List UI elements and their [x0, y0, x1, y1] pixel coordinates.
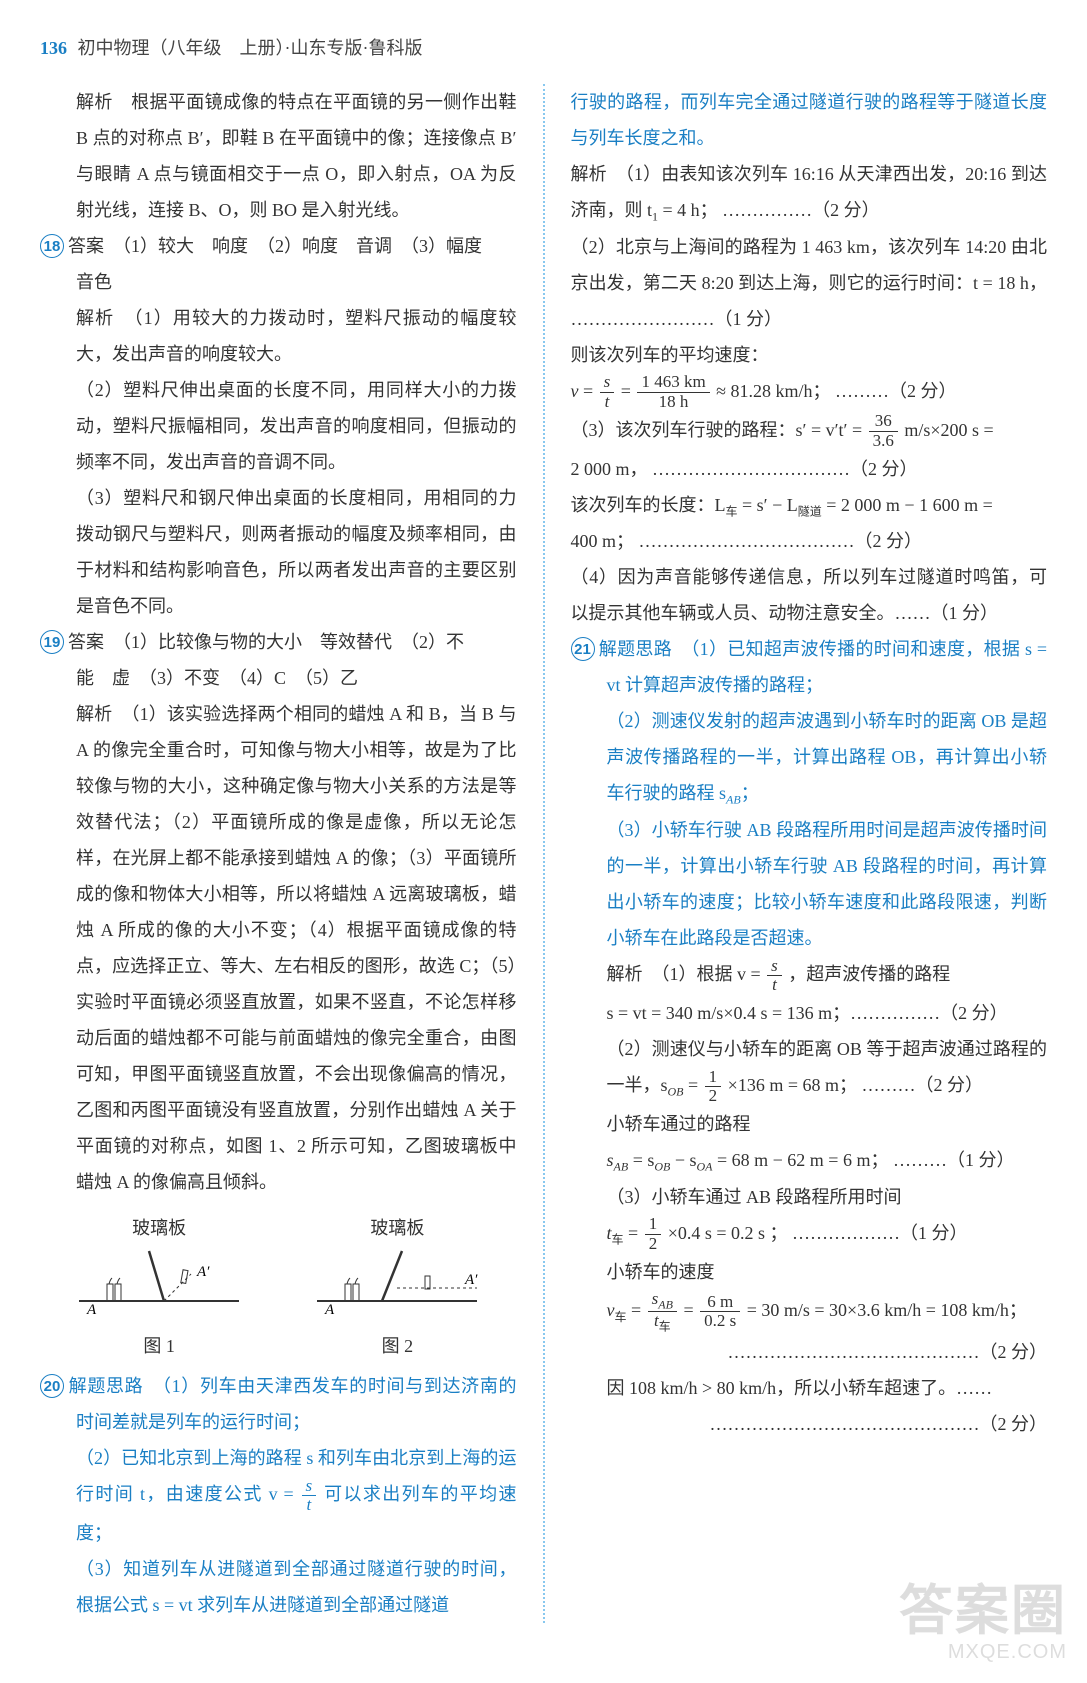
- q20-equation-1: v = st = 1 463 km18 h ≈ 81.28 km/h； ………（…: [571, 373, 1048, 412]
- q20-approach-cont: 行驶的路程，而列车完全通过隧道行驶的路程等于隧道长度与列车长度之和。: [571, 84, 1048, 156]
- q21-number: 21: [571, 637, 595, 661]
- q20-approach-3: （3）知道列车从进隧道到全部通过隧道行驶的时间，根据公式 s = vt 求列车从…: [40, 1551, 517, 1623]
- svg-text:A: A: [86, 1302, 97, 1316]
- q21-approach-1: 21解题思路 （1）已知超声波传播的时间和速度，根据 s = vt 计算超声波传…: [571, 631, 1048, 703]
- svg-text:A′: A′: [464, 1272, 478, 1288]
- q21-analysis-5: 小轿车的速度: [571, 1254, 1048, 1290]
- q21-equation-5: v车 = sAB t车 = 6 m0.2 s = 30 m/s = 30×3.6…: [571, 1290, 1048, 1334]
- q21-analysis-2: （2）测速仪与小轿车的距离 OB 等于超声波通过路程的一半，sOB = 12 ×…: [571, 1031, 1048, 1106]
- q20-analysis-4: （3）该次列车行驶的路程：s′ = v′t′ = 363.6 m/s×200 s…: [571, 412, 1048, 451]
- fraction-sab-tcar: sAB t车: [648, 1290, 677, 1334]
- q21-analysis-6: 因 108 km/h > 80 km/h，所以小轿车超速了。……: [571, 1370, 1048, 1406]
- q21-analysis-3: 小轿车通过的路程: [571, 1106, 1048, 1142]
- figure-2-svg: A A′: [307, 1246, 487, 1316]
- figure-1: 玻璃板 A A′ 图 1: [69, 1210, 249, 1364]
- q18-answer: 18答案 （1）较大 响度 （2）响度 音调 （3）幅度: [40, 228, 517, 264]
- q20-analysis-6: 该次列车的长度：L车 = s′ − L隧道 = 2 000 m − 1 600 …: [571, 487, 1048, 524]
- q18-analysis-3: （3）塑料尺和钢尺伸出桌面的长度相同，用相同的力拨动钢尺与塑料尺，则两者振动的幅…: [40, 480, 517, 624]
- q21-equation-4: t车 = 12 ×0.4 s = 0.2 s ； ………………（1 分）: [571, 1215, 1048, 1254]
- watermark: 答案圈 MXQE.COM: [899, 1582, 1067, 1663]
- fraction-s-t: st: [302, 1477, 317, 1515]
- q21-equation-5-score: ……………………………………（2 分）: [571, 1334, 1048, 1370]
- q21-equation-3: sAB = sOB − sOA = 68 m − 62 m = 6 m； …………: [571, 1142, 1048, 1179]
- figure-2-label: 玻璃板: [307, 1210, 487, 1246]
- q19-number: 19: [40, 630, 64, 654]
- page-header: 136 初中物理（八年级 上册）·山东专版·鲁科版: [40, 30, 1047, 66]
- q20-analysis-8: （4）因为声音能够传递信息，所以列车过隧道时鸣笛，可以提示其他车辆或人员、动物注…: [571, 559, 1048, 631]
- figure-1-caption: 图 1: [69, 1328, 249, 1364]
- svg-text:A: A: [324, 1302, 335, 1316]
- q21-approach-2: （2）测速仪发射的超声波遇到小轿车时的距离 OB 是超声波传播路程的一半，计算出…: [571, 703, 1048, 812]
- q20-analysis-2: （2）北京与上海间的路程为 1 463 km，该次列车 14:20 由北京出发，…: [571, 229, 1048, 337]
- svg-text:A′: A′: [196, 1264, 210, 1280]
- watermark-line1: 答案圈: [899, 1582, 1067, 1641]
- q20-approach-1: 20解题思路 （1）列车由天津西发车的时间与到达济南的时间差就是列车的运行时间；: [40, 1368, 517, 1440]
- figure-1-svg: A A′: [69, 1246, 249, 1316]
- q18-number: 18: [40, 234, 64, 258]
- q18-answer-cont: 音色: [40, 264, 517, 300]
- q21-analysis-4: （3）小轿车通过 AB 段路程所用时间: [571, 1179, 1048, 1215]
- figure-row: 玻璃板 A A′ 图 1 玻璃板: [40, 1210, 517, 1364]
- q20-analysis-7: 400 m； ………………………………（2 分）: [571, 523, 1048, 559]
- q20-number: 20: [40, 1374, 64, 1398]
- q21-equation-2: s = vt = 340 m/s×0.4 s = 136 m；……………（2 分…: [571, 995, 1048, 1031]
- q19-analysis: 解析 （1）该实验选择两个相同的蜡烛 A 和 B，当 B 与 A 的像完全重合时…: [40, 696, 517, 1200]
- page-number: 136: [40, 38, 67, 58]
- q21-approach-3: （3）小轿车行驶 AB 段路程所用时间是超声波传播时间的一半，计算出小轿车行驶 …: [571, 812, 1048, 956]
- fraction-half-1: 12: [705, 1068, 722, 1106]
- fraction-6-02: 6 m0.2 s: [700, 1293, 740, 1331]
- fraction-s-t-3: st: [767, 957, 782, 995]
- column-divider: [543, 84, 545, 1623]
- q20-approach-2: （2）已知北京到上海的路程 s 和列车由北京到上海的运行时间 t，由速度公式 v…: [40, 1440, 517, 1551]
- fraction-1463-18: 1 463 km18 h: [637, 373, 709, 411]
- q18-analysis-2: （2）塑料尺伸出桌面的长度不同，用同样大小的力拨动，塑料尺振幅相同，发出声音的响…: [40, 372, 517, 480]
- fraction-36-3p6: 363.6: [869, 412, 898, 450]
- q18-analysis-1: 解析 （1）用较大的力拨动时，塑料尺振动的幅度较大，发出声音的响度较大。: [40, 300, 517, 372]
- q20-analysis-5: 2 000 m， ……………………………（2 分）: [571, 451, 1048, 487]
- q20-analysis-3: 则该次列车的平均速度：: [571, 337, 1048, 373]
- right-column: 行驶的路程，而列车完全通过隧道行驶的路程等于隧道长度与列车长度之和。 解析 （1…: [571, 84, 1048, 1623]
- watermark-line2: MXQE.COM: [899, 1641, 1067, 1663]
- q19-answer-cont: 能 虚 （3）不变 （4）C （5）乙: [40, 660, 517, 696]
- figure-2-caption: 图 2: [307, 1328, 487, 1364]
- fraction-s-t-2: st: [600, 373, 615, 411]
- two-column-layout: 解析 根据平面镜成像的特点在平面镜的另一侧作出鞋 B 点的对称点 B′，即鞋 B…: [40, 84, 1047, 1623]
- figure-2: 玻璃板 A A′ 图 2: [307, 1210, 487, 1364]
- q21-analysis-1: 解析 （1）根据 v = st ，超声波传播的路程: [571, 956, 1048, 995]
- q17-analysis: 解析 根据平面镜成像的特点在平面镜的另一侧作出鞋 B 点的对称点 B′，即鞋 B…: [40, 84, 517, 228]
- q21-analysis-7: ………………………………………（2 分）: [571, 1406, 1048, 1442]
- left-column: 解析 根据平面镜成像的特点在平面镜的另一侧作出鞋 B 点的对称点 B′，即鞋 B…: [40, 84, 517, 1623]
- q19-answer: 19答案 （1）比较像与物的大小 等效替代 （2）不: [40, 624, 517, 660]
- page-title: 初中物理（八年级 上册）·山东专版·鲁科版: [78, 38, 423, 58]
- fraction-half-2: 12: [645, 1215, 662, 1253]
- q20-analysis-1: 解析 （1）由表知该次列车 16:16 从天津西出发，20:16 到达济南，则 …: [571, 156, 1048, 229]
- figure-1-label: 玻璃板: [69, 1210, 249, 1246]
